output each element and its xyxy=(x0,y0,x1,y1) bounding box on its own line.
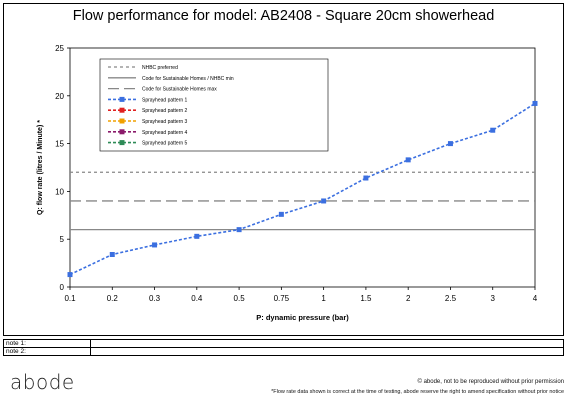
legend-marker xyxy=(119,96,125,102)
x-tick-label: 0.2 xyxy=(107,294,119,303)
note-text xyxy=(90,347,564,356)
x-tick-label: 0.5 xyxy=(234,294,246,303)
x-tick-label: 2.5 xyxy=(445,294,457,303)
data-point xyxy=(321,198,327,204)
legend-label: Sprayhead pattern 5 xyxy=(142,141,188,147)
legend-label: Sprayhead pattern 3 xyxy=(142,119,188,125)
x-tick-label: 0.75 xyxy=(274,294,290,303)
y-tick-label: 0 xyxy=(60,283,65,292)
note-text xyxy=(90,339,564,348)
y-tick-label: 25 xyxy=(55,44,64,53)
data-point xyxy=(363,175,369,181)
x-tick-label: 4 xyxy=(533,294,538,303)
disclaimer-text: *Flow rate data shown is correct at the … xyxy=(271,389,564,395)
series-line xyxy=(69,102,536,276)
data-point xyxy=(278,211,284,217)
data-point xyxy=(447,141,453,147)
copyright-text: © abode, not to be reproduced without pr… xyxy=(417,379,564,385)
legend-box xyxy=(99,58,329,152)
notes-table: note 1: note 2: xyxy=(3,339,564,356)
note-label: note 1: xyxy=(3,339,91,348)
y-tick-label: 15 xyxy=(55,140,64,149)
note-row: note 1: xyxy=(3,339,564,348)
data-point xyxy=(67,272,73,278)
legend-label: Code for Sustainable Homes / NHBC min xyxy=(142,76,234,82)
data-point xyxy=(236,227,242,233)
data-point xyxy=(532,100,538,106)
legend-label: Code for Sustainable Homes max xyxy=(142,87,217,93)
legend-marker xyxy=(119,129,125,135)
legend-marker xyxy=(119,140,125,146)
legend-label: Sprayhead pattern 4 xyxy=(142,130,188,136)
y-axis-label: Q: flow rate (litres / Minute) * xyxy=(37,120,44,215)
x-tick-label: 0.4 xyxy=(191,294,203,303)
y-tick-label: 5 xyxy=(60,235,65,244)
brand-logo: abode xyxy=(10,370,75,394)
data-point xyxy=(194,233,200,239)
y-tick-label: 20 xyxy=(55,92,64,101)
data-point xyxy=(152,242,158,248)
chart-frame: Flow performance for model: AB2408 - Squ… xyxy=(3,3,564,336)
x-tick-label: 1 xyxy=(321,294,326,303)
data-point xyxy=(405,157,411,163)
note-row: note 2: xyxy=(3,347,564,356)
legend-label: NHBC preferred xyxy=(142,65,178,71)
x-tick-label: 0.3 xyxy=(149,294,161,303)
chart-title: Flow performance for model: AB2408 - Squ… xyxy=(72,8,495,24)
legend-marker xyxy=(119,118,125,124)
flow-chart: 0 5 10 15 20 25 0.1 0.2 0.3 0.4 0.5 0.75 1 1.5 2 2.5 3 4 P… xyxy=(37,44,538,322)
legend-label: Sprayhead pattern 2 xyxy=(142,108,188,114)
x-tick-label: 3 xyxy=(491,294,496,303)
legend-marker xyxy=(119,107,125,113)
x-axis-label: P: dynamic pressure (bar) xyxy=(256,313,349,322)
note-label: note 2: xyxy=(3,347,91,356)
x-tick-label: 0.1 xyxy=(64,294,76,303)
x-tick-label: 1.5 xyxy=(360,294,372,303)
data-point xyxy=(109,251,115,257)
x-tick-label: 2 xyxy=(406,294,411,303)
y-tick-label: 10 xyxy=(55,187,64,196)
data-point xyxy=(490,127,496,133)
legend-label: Sprayhead pattern 1 xyxy=(142,97,188,103)
